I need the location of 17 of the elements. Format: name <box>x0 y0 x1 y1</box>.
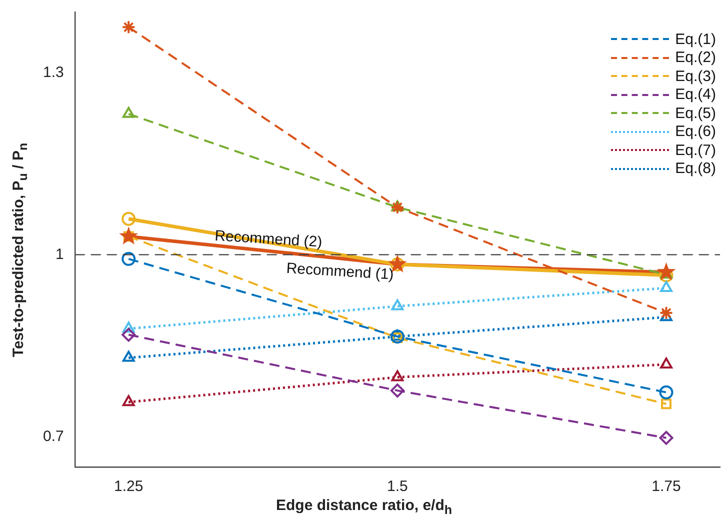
x-axis-title: Edge distance ratio, e/d$_{h}$ <box>274 497 454 517</box>
x-tick-label: 1.5 <box>386 478 408 496</box>
legend-label: Eq.(1) <box>675 30 716 48</box>
y-tick-label: 1.3 <box>42 64 64 81</box>
y-tick-label: 0.7 <box>42 428 64 445</box>
legend-label: Eq.(5) <box>675 104 716 122</box>
legend-label: Eq.(3) <box>675 68 716 85</box>
annotation: Recommend (2) <box>214 227 323 251</box>
x-tick-label: 1.75 <box>652 478 681 496</box>
annotation: Recommend (1) <box>286 260 394 284</box>
legend-label: Eq.(2) <box>675 49 716 66</box>
legend-label: Eq.(6) <box>675 123 716 140</box>
x-tick-label: 1.25 <box>114 478 144 496</box>
legend-label: Eq.(7) <box>675 142 716 159</box>
y-tick-label: 1 <box>56 246 64 263</box>
legend-label: Eq.(8) <box>675 160 716 178</box>
legend-label: Eq.(4) <box>675 86 716 104</box>
